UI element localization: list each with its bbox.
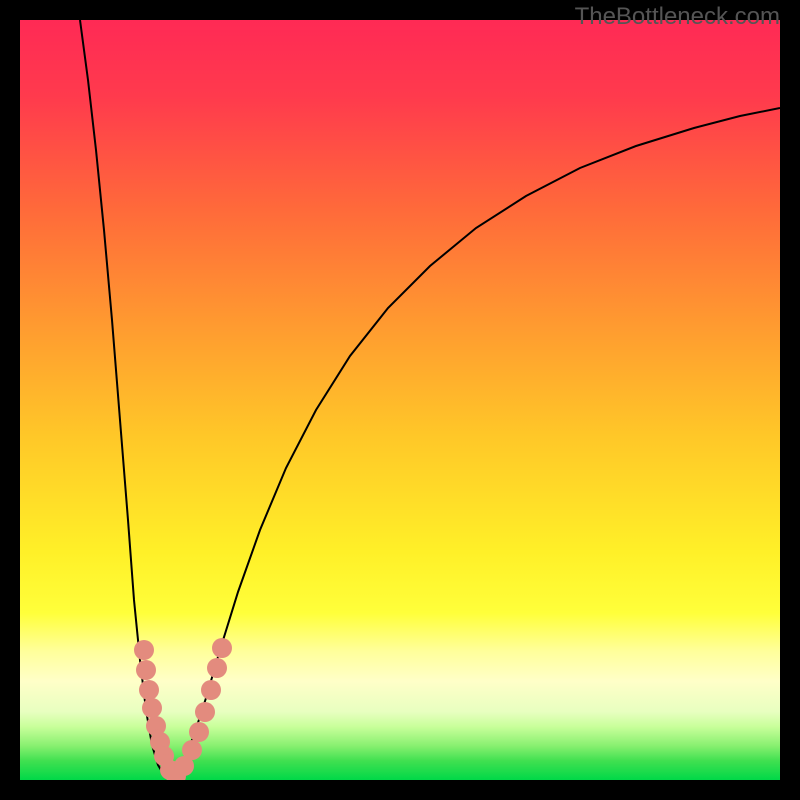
plot-background (20, 20, 780, 780)
marker-dot (139, 680, 159, 700)
marker-dot (207, 658, 227, 678)
marker-dot (212, 638, 232, 658)
marker-dot (134, 640, 154, 660)
marker-dot (152, 729, 164, 741)
marker-dot (189, 722, 209, 742)
marker-dot (136, 660, 156, 680)
marker-dot (160, 754, 172, 766)
marker-dot (142, 698, 162, 718)
marker-dot (201, 680, 221, 700)
watermark-text: TheBottleneck.com (575, 3, 780, 30)
bottleneck-chart: TheBottleneck.com (0, 0, 800, 800)
marker-dot (195, 702, 215, 722)
marker-dot (182, 740, 202, 760)
